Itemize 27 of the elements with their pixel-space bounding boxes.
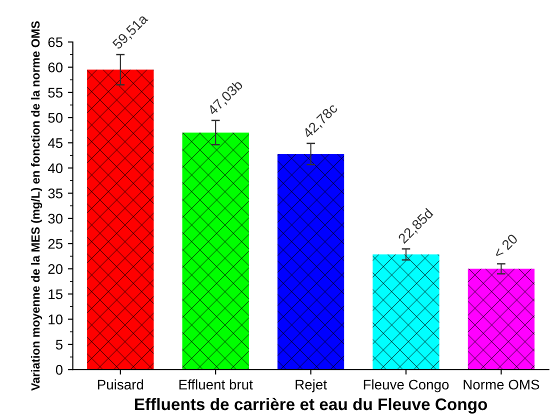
y-tick-label: 15 [48,289,62,300]
x-tick-label: Rejet [296,379,327,392]
y-tick-label: 65 [48,37,62,48]
y-tick-label: 25 [48,238,62,249]
y-axis-title: Variation moyenne de la MES (mg/L) en fonction de la norme OMS [31,21,42,391]
y-tick-label: 20 [48,264,63,274]
bar [468,268,535,370]
y-tick-label: 45 [48,138,62,148]
x-tick-label: Effluent brut [179,379,253,390]
y-tick-label: 0 [56,364,63,375]
bar [277,154,344,370]
bar [372,254,440,370]
data-label: < 20 [492,233,518,259]
y-tick-label: 60 [48,62,63,72]
x-axis-title: Effluents de carrière et eau du Fleuve Congo [135,398,488,414]
x-tick-label: Fleuve Congo [364,379,449,392]
x-tick-label: Norme OMS [464,380,540,390]
y-tick-label: 40 [48,163,63,174]
y-tick-label: 10 [48,314,63,324]
y-tick-label: 55 [48,88,62,98]
bar [182,132,249,370]
y-tick-label: 50 [48,112,63,123]
bar [87,70,154,370]
y-tick-label: 5 [56,340,62,350]
y-tick-label: 30 [48,214,63,224]
y-tick-label: 35 [48,188,62,198]
x-tick-label: Puisard [98,379,144,390]
